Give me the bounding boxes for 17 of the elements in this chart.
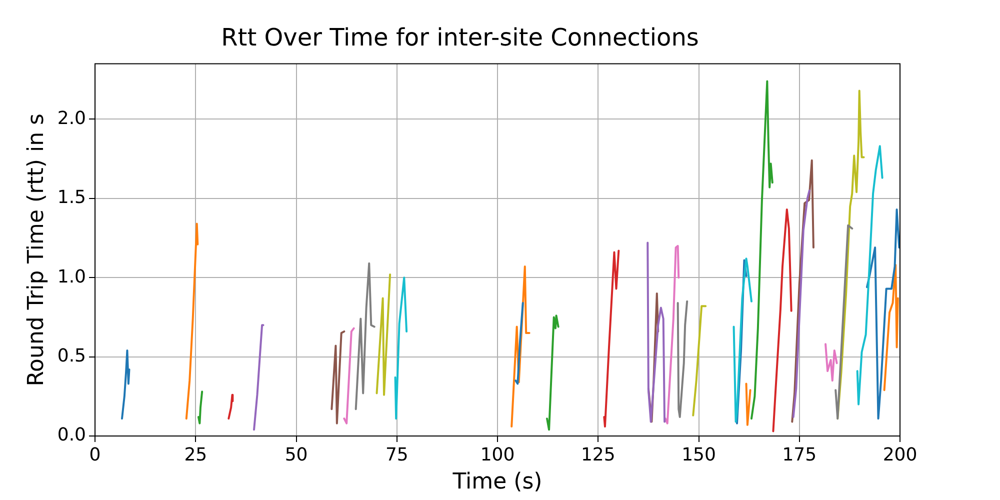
y-tick-label: 1.0 (57, 266, 86, 288)
y-tick-label: 0.0 (57, 424, 86, 446)
x-tick-label: 0 (89, 444, 101, 466)
x-tick-label: 200 (882, 444, 918, 466)
x-tick-label: 150 (682, 444, 716, 466)
y-tick-label: 2.0 (57, 108, 86, 129)
y-tick-label: 1.5 (57, 187, 86, 208)
x-tick-label: 100 (480, 444, 515, 466)
x-tick-label: 125 (580, 444, 616, 466)
x-tick-label: 75 (385, 444, 408, 466)
y-tick-label: 0.5 (57, 345, 86, 366)
y-axis-title: Round Trip Time (rtt) in s (24, 114, 49, 386)
x-tick-label: 50 (284, 444, 308, 466)
x-axis-title: Time (s) (452, 470, 542, 495)
x-tick-label: 175 (782, 444, 817, 466)
x-tick-label: 25 (184, 444, 208, 466)
chart-title: Rtt Over Time for inter-site Connections (221, 24, 699, 52)
